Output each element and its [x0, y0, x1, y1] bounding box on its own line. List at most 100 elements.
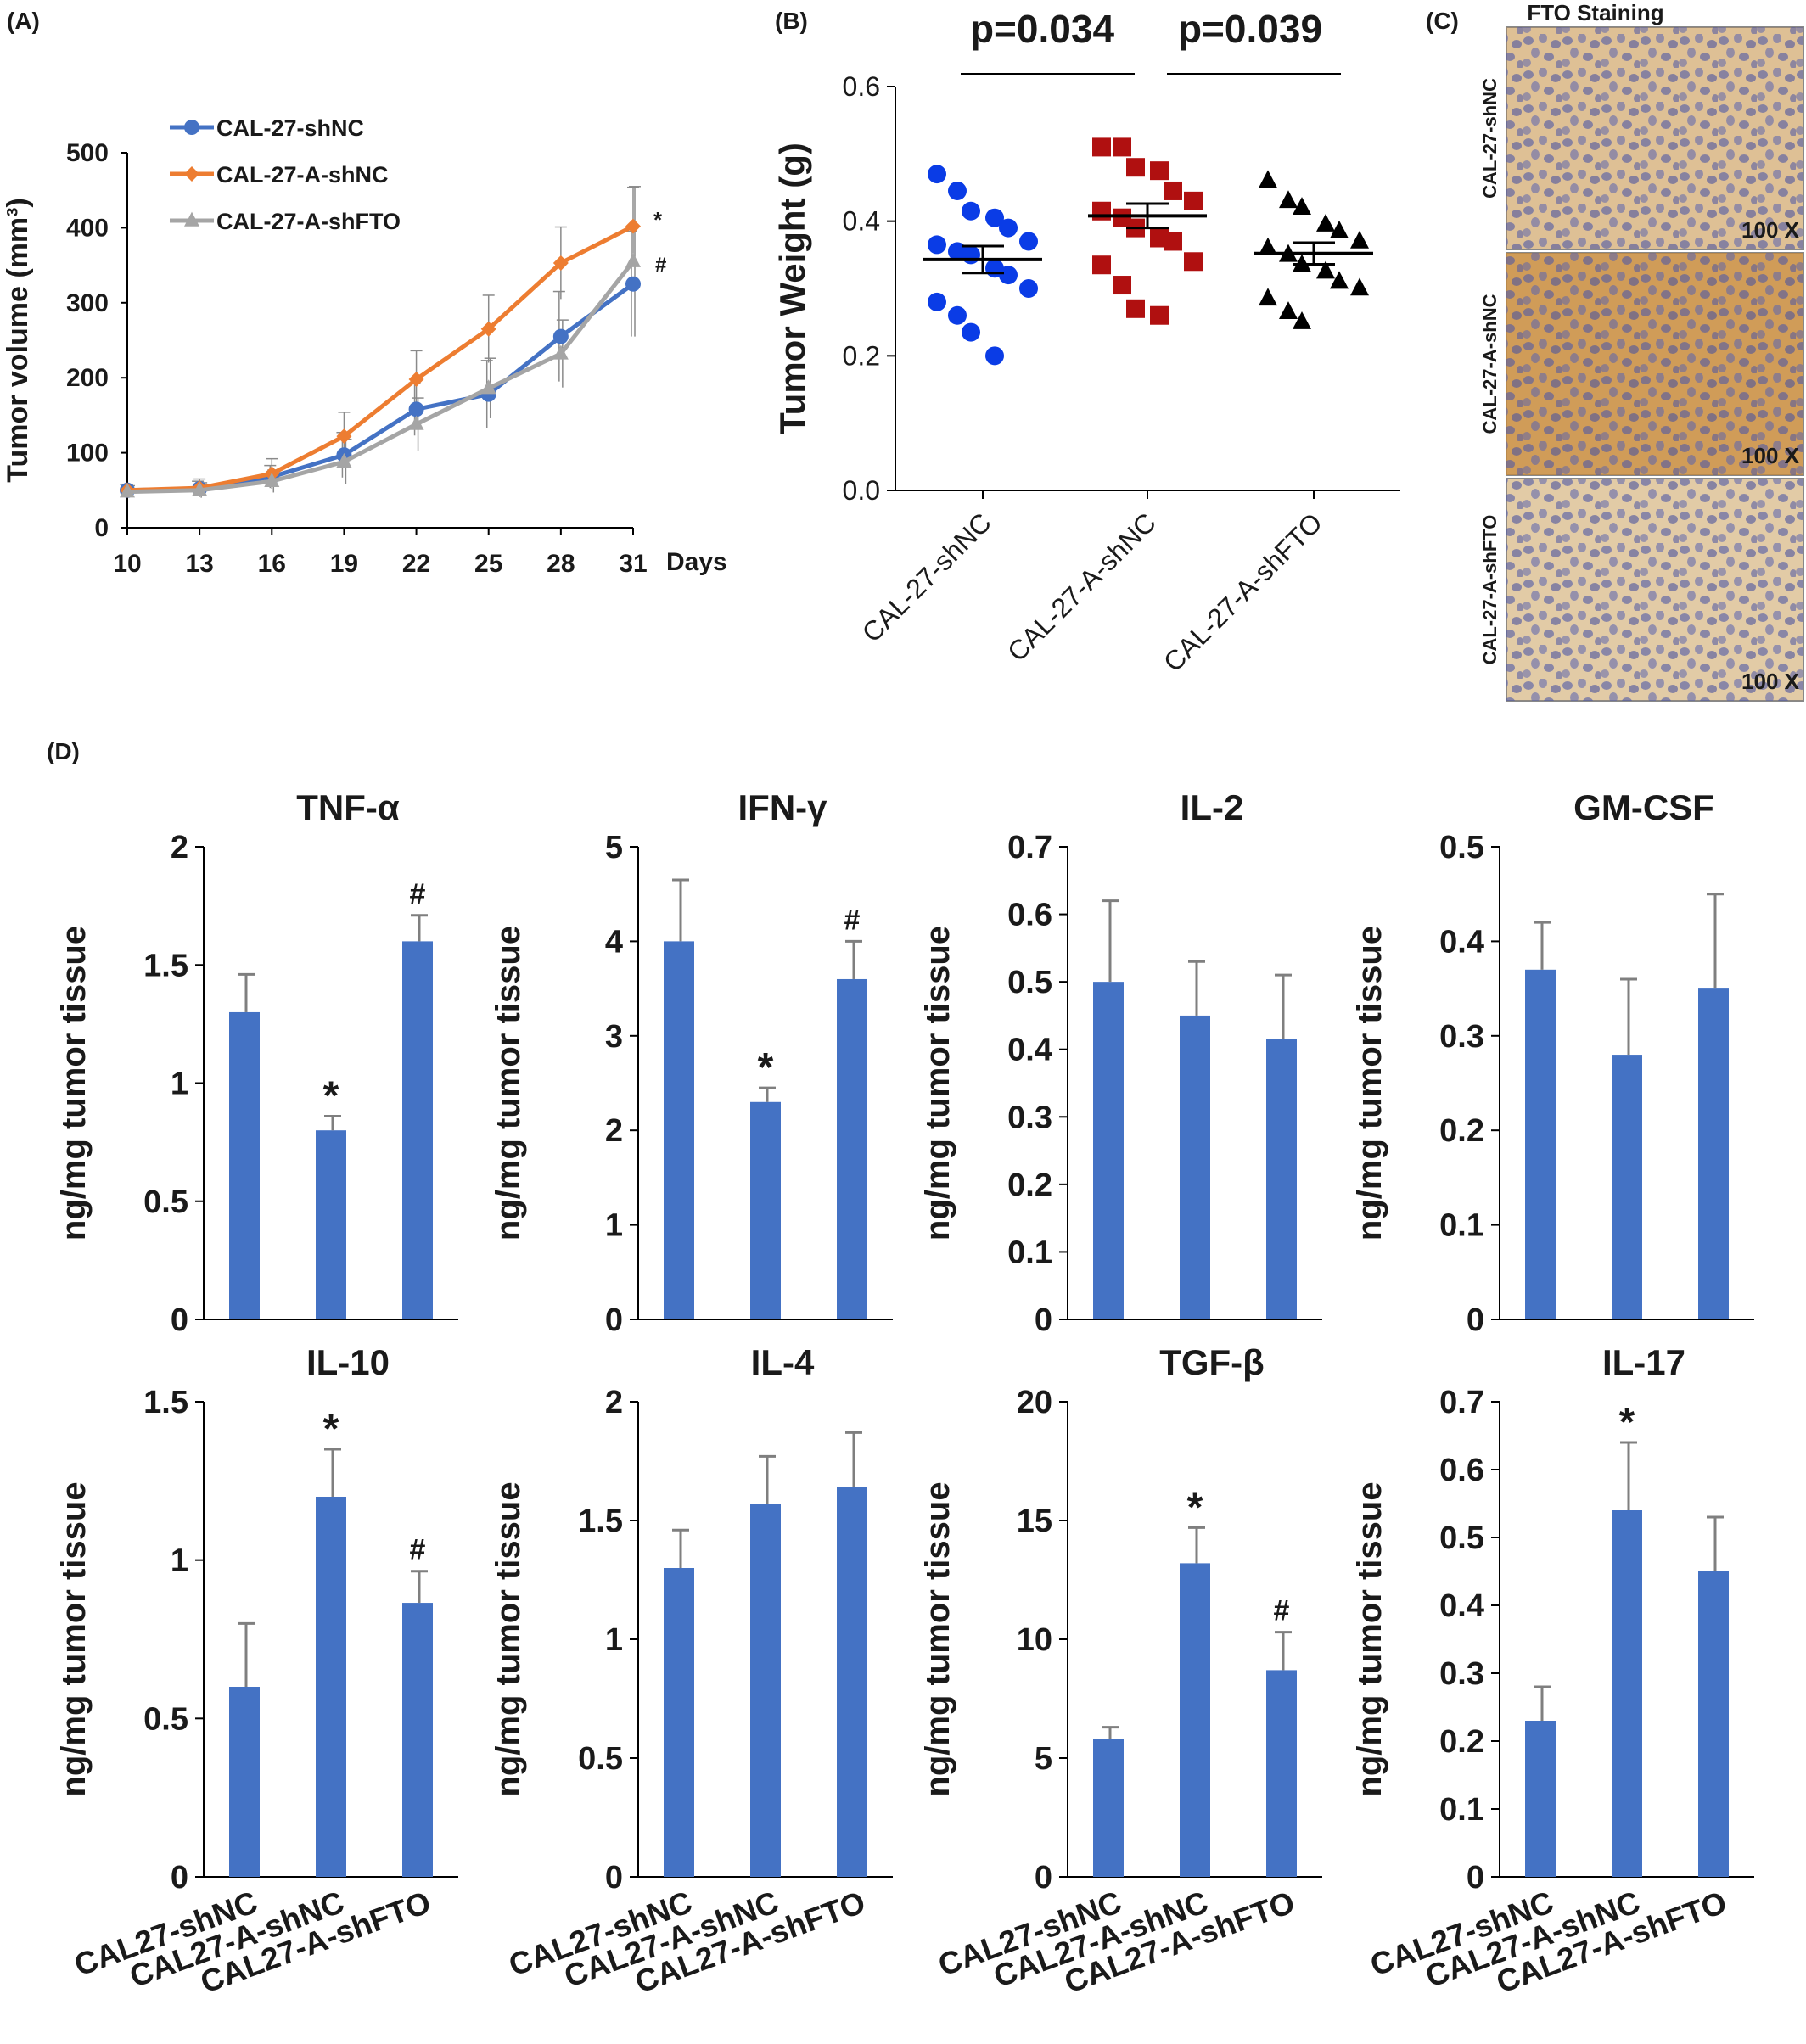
significance-mark: #	[410, 1534, 426, 1566]
significance-mark: *	[1619, 1400, 1635, 1445]
x-tick-label: 22	[402, 550, 430, 578]
data-point	[1126, 299, 1145, 318]
y-tick-label: 0.0	[843, 475, 880, 506]
data-point	[962, 201, 980, 221]
y-tick-label: 5	[605, 830, 623, 865]
y-tick-label: 10	[1017, 1622, 1052, 1658]
data-point	[408, 401, 424, 417]
data-point	[552, 255, 569, 271]
bar	[750, 1101, 781, 1319]
y-axis-label: ng/mg tumor tissue	[1351, 1481, 1388, 1796]
x-tick-label: CAL-27-A-shFTO	[1158, 507, 1328, 677]
chart-title: IFN-γ	[738, 787, 828, 827]
data-point	[1259, 170, 1277, 188]
x-tick-label: CAL-27-A-shNC	[1001, 507, 1162, 667]
data-point	[1019, 232, 1038, 251]
y-tick-label: 0	[1467, 1302, 1484, 1338]
y-tick-label: 0.2	[1439, 1113, 1484, 1149]
y-axis-label: ng/mg tumor tissue	[1351, 926, 1388, 1240]
y-tick-label: 1	[605, 1208, 623, 1244]
bar	[1698, 988, 1729, 1319]
data-point	[1279, 301, 1298, 320]
x-tick-label: 28	[547, 550, 575, 578]
y-tick-label: 1.5	[143, 1385, 188, 1420]
data-point	[1092, 201, 1111, 221]
data-point	[1350, 230, 1369, 249]
y-tick-label: 1	[171, 1067, 188, 1102]
micrograph-a-shnc: 100 X CAL-27-A-shNC	[1479, 252, 1804, 476]
y-tick-label: 0.6	[1439, 1453, 1484, 1488]
data-point	[552, 328, 569, 344]
y-tick-label: 0.1	[1439, 1792, 1484, 1828]
significance-mark: #	[410, 878, 426, 910]
significance-mark: #	[1274, 1595, 1290, 1627]
y-tick-label: 2	[605, 1385, 623, 1420]
data-point	[1259, 237, 1277, 255]
y-tick-label: 0.2	[843, 340, 880, 371]
bar	[316, 1497, 346, 1877]
panel-a-line-chart: 0 100 200 300 400 500 10 13 16 19 22 25 28 31 Days Tumo…	[2, 115, 727, 578]
data-point	[928, 165, 946, 184]
x-tick-label: 13	[185, 550, 213, 578]
x-tick-label: CAL-27-shNC	[856, 507, 997, 647]
y-tick-label: 0.4	[843, 206, 880, 237]
bar	[1612, 1510, 1642, 1877]
chart-title: IL-2	[1181, 787, 1244, 827]
y-tick-label: 1.5	[578, 1504, 623, 1539]
legend-entry: CAL-27-A-shFTO	[216, 209, 401, 234]
p-value: p=0.034	[970, 7, 1114, 51]
p-value: p=0.039	[1178, 7, 1322, 51]
panel-label-c: (C)	[1426, 8, 1459, 34]
triangle-marker-icon	[184, 211, 199, 227]
data-point	[1316, 260, 1335, 279]
y-tick-label: 0.7	[1439, 1385, 1484, 1420]
y-tick-label: 500	[66, 139, 109, 167]
y-tick-label: 0	[605, 1860, 623, 1896]
data-point	[1126, 158, 1145, 177]
y-axis-label: ng/mg tumor tissue	[490, 1481, 527, 1796]
data-point	[625, 218, 641, 234]
data-point	[928, 292, 946, 311]
data-point	[1293, 197, 1311, 216]
panel-label-d: (D)	[47, 738, 80, 764]
y-axis-label: Tumor volume (mm³)	[2, 198, 34, 483]
y-tick-label: 400	[66, 214, 109, 242]
data-point	[336, 452, 352, 468]
bar	[402, 941, 433, 1319]
y-tick-label: 0.6	[1007, 898, 1052, 933]
y-axis-label: ng/mg tumor tissue	[919, 1481, 956, 1796]
data-point	[1259, 288, 1277, 306]
y-axis-label: ng/mg tumor tissue	[55, 1481, 93, 1796]
y-tick-label: 300	[66, 289, 109, 317]
data-point	[336, 428, 352, 445]
data-point	[1164, 232, 1182, 251]
data-point	[1350, 277, 1369, 296]
y-tick-label: 0	[94, 514, 109, 542]
data-point	[1113, 137, 1131, 157]
data-point	[1316, 213, 1335, 232]
bar	[1093, 1739, 1124, 1877]
bar	[1612, 1055, 1642, 1319]
data-point	[1330, 220, 1349, 238]
y-tick-label: 0	[1035, 1860, 1052, 1896]
y-tick-label: 0.5	[143, 1184, 188, 1220]
bar	[1525, 969, 1556, 1319]
y-tick-label: 0.1	[1439, 1208, 1484, 1244]
bar	[316, 1130, 346, 1319]
bar	[229, 1011, 260, 1319]
bar-chart-gmcsf: 0 0.1 0.2 0.3 0.4 0.5 GM-CSF ng/mg tumor tissue	[1351, 787, 1754, 1338]
series-line-1	[126, 224, 635, 493]
y-axis-label: ng/mg tumor tissue	[55, 926, 93, 1240]
y-tick-label: 2	[171, 830, 188, 865]
y-tick-label: 0.5	[1007, 965, 1052, 1000]
bar	[229, 1687, 260, 1877]
data-point	[948, 181, 967, 200]
y-tick-label: 1.5	[143, 948, 188, 983]
y-axis-label: ng/mg tumor tissue	[490, 926, 527, 1240]
y-tick-label: 0.3	[1439, 1656, 1484, 1692]
series-line-0	[126, 282, 635, 493]
y-tick-label: 0	[171, 1860, 188, 1896]
y-tick-label: 0.3	[1439, 1019, 1484, 1055]
